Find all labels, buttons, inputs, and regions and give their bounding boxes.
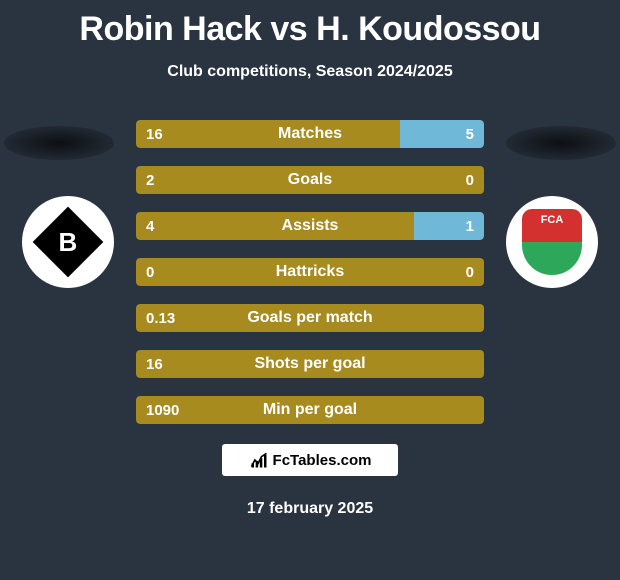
- subtitle: Club competitions, Season 2024/2025: [0, 63, 620, 81]
- team-badge-right: [506, 196, 598, 288]
- stat-row: 4Assists1: [136, 212, 484, 240]
- badge-diamond-icon: B: [33, 207, 104, 278]
- brand-logo: FcTables.com: [222, 444, 398, 476]
- shadow-ellipse-right: [506, 126, 616, 160]
- stat-row: 0Hattricks0: [136, 258, 484, 286]
- stat-label: Assists: [136, 212, 484, 240]
- shadow-ellipse-left: [4, 126, 114, 160]
- stat-bars: 16Matches52Goals04Assists10Hattricks00.1…: [136, 120, 484, 442]
- brand-text: FcTables.com: [273, 452, 372, 469]
- stat-label: Goals per match: [136, 304, 484, 332]
- stat-value-right: 1: [466, 212, 474, 240]
- stat-label: Min per goal: [136, 396, 484, 424]
- chart-icon: [249, 450, 269, 470]
- badge-shield-icon: [522, 209, 582, 275]
- stat-value-right: 0: [466, 166, 474, 194]
- stat-row: 16Matches5: [136, 120, 484, 148]
- stat-value-right: 0: [466, 258, 474, 286]
- stat-row: 16Shots per goal: [136, 350, 484, 378]
- stat-row: 2Goals0: [136, 166, 484, 194]
- stat-label: Hattricks: [136, 258, 484, 286]
- stat-row: 1090Min per goal: [136, 396, 484, 424]
- stat-label: Matches: [136, 120, 484, 148]
- badge-letter: B: [59, 227, 78, 258]
- footer-date: 17 february 2025: [0, 500, 620, 518]
- stat-value-right: 5: [466, 120, 474, 148]
- stat-label: Shots per goal: [136, 350, 484, 378]
- page-title: Robin Hack vs H. Koudossou: [0, 0, 620, 49]
- stat-label: Goals: [136, 166, 484, 194]
- team-badge-left: B: [22, 196, 114, 288]
- stat-row: 0.13Goals per match: [136, 304, 484, 332]
